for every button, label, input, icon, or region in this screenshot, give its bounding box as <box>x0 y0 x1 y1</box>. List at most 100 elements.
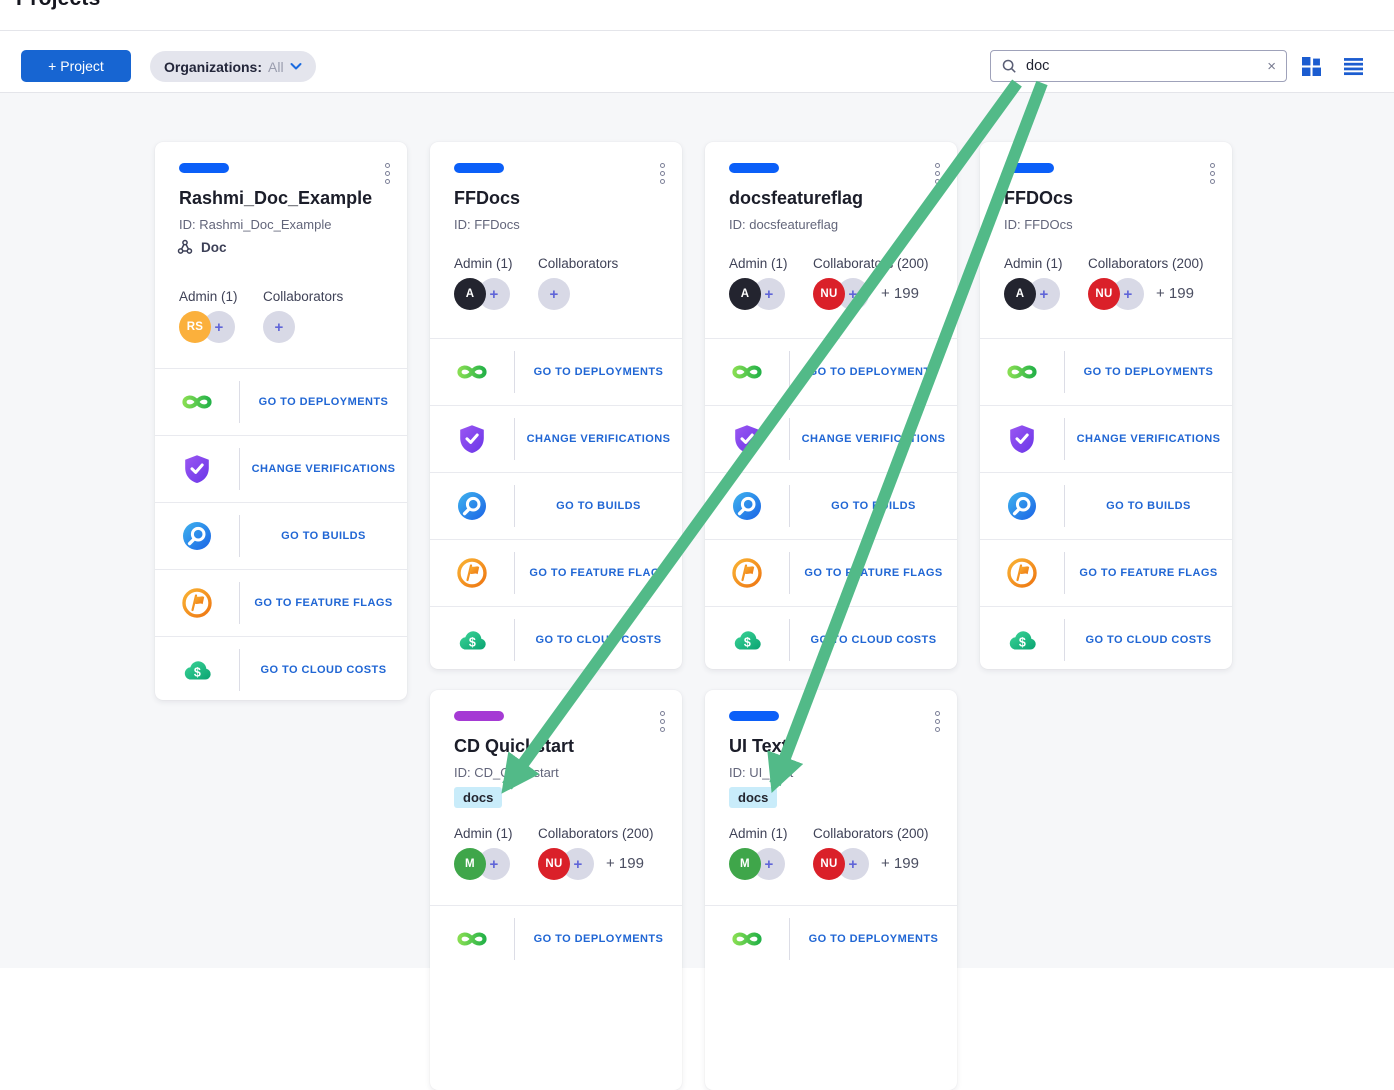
feature-flags-icon <box>455 556 489 590</box>
grid-view-icon[interactable] <box>1302 57 1321 76</box>
kebab-menu-icon[interactable] <box>933 709 942 734</box>
kebab-menu-icon[interactable] <box>658 709 667 734</box>
card-color-bar <box>1004 163 1054 173</box>
kebab-menu-icon[interactable] <box>1208 161 1217 186</box>
project-title: FFDOcs <box>1004 188 1074 208</box>
card-actions: GO TO DEPLOYMENTS CHANGE VERIFICATIONS G… <box>980 338 1232 673</box>
search-box[interactable]: × <box>990 50 1287 82</box>
go-to-builds-link[interactable]: GO TO BUILDS <box>831 500 916 512</box>
tag-label: Doc <box>201 239 227 255</box>
list-view-icon[interactable] <box>1344 57 1363 76</box>
go-to-builds-link[interactable]: GO TO BUILDS <box>556 500 641 512</box>
change-verifications-link[interactable]: CHANGE VERIFICATIONS <box>251 463 396 475</box>
ci-builds-icon <box>730 489 764 523</box>
cloud-costs-icon <box>455 623 489 657</box>
admin-avatar[interactable]: A <box>454 278 486 310</box>
project-id: ID: UI_Text <box>729 765 794 780</box>
collaborators-overflow-count: + 199 <box>881 285 919 302</box>
card-actions: GO TO DEPLOYMENTS <box>430 905 682 972</box>
go-to-feature-flags-link[interactable]: GO TO FEATURE FLAGS <box>1079 567 1218 579</box>
verification-shield-icon <box>455 422 489 456</box>
admin-avatar[interactable]: M <box>454 848 486 880</box>
collaborator-avatar[interactable]: NU <box>813 848 845 880</box>
card-color-bar <box>454 711 504 721</box>
add-collaborator-button[interactable]: + <box>562 848 594 880</box>
project-id: ID: CD_Quickstart <box>454 765 559 780</box>
ci-builds-icon <box>1005 489 1039 523</box>
go-to-cloud-costs-link[interactable]: GO TO CLOUD COSTS <box>810 634 937 646</box>
admin-avatar[interactable]: A <box>1004 278 1036 310</box>
go-to-deployments-link[interactable]: GO TO DEPLOYMENTS <box>533 366 664 378</box>
cd-deployments-icon <box>455 922 489 956</box>
admin-label: Admin (1) <box>454 256 513 271</box>
project-id: ID: FFDocs <box>454 217 520 232</box>
go-to-feature-flags-link[interactable]: GO TO FEATURE FLAGS <box>804 567 943 579</box>
project-card-ffdocs[interactable]: FFDocs ID: FFDocs Admin (1) Collaborator… <box>430 142 682 669</box>
clear-search-icon[interactable]: × <box>1267 57 1276 75</box>
change-verifications-link[interactable]: CHANGE VERIFICATIONS <box>801 433 946 445</box>
go-to-deployments-link[interactable]: GO TO DEPLOYMENTS <box>533 933 664 945</box>
card-actions: GO TO DEPLOYMENTS CHANGE VERIFICATIONS G… <box>430 338 682 673</box>
collaborators-label: Collaborators <box>538 256 619 271</box>
project-id: ID: docsfeatureflag <box>729 217 839 232</box>
search-input[interactable] <box>1024 57 1261 75</box>
feature-flags-icon <box>180 586 214 620</box>
project-card-cd-quickstart[interactable]: CD Quickstart ID: CD_Quickstart docs Adm… <box>430 690 682 1090</box>
project-card-rashmi-doc-example[interactable]: Rashmi_Doc_Example ID: Rashmi_Doc_Exampl… <box>155 142 407 700</box>
collaborators-overflow-count: + 199 <box>881 855 919 872</box>
go-to-builds-link[interactable]: GO TO BUILDS <box>281 530 366 542</box>
organizations-filter[interactable]: Organizations: All <box>150 51 316 82</box>
change-verifications-link[interactable]: CHANGE VERIFICATIONS <box>526 433 671 445</box>
cloud-costs-icon <box>1005 623 1039 657</box>
card-color-bar <box>179 163 229 173</box>
admin-label: Admin (1) <box>729 256 788 271</box>
admin-avatar[interactable]: M <box>729 848 761 880</box>
go-to-feature-flags-link[interactable]: GO TO FEATURE FLAGS <box>529 567 668 579</box>
collaborators-overflow-count: + 199 <box>1156 285 1194 302</box>
new-project-button[interactable]: + Project <box>21 50 131 82</box>
go-to-cloud-costs-link[interactable]: GO TO CLOUD COSTS <box>260 664 387 676</box>
collaborator-avatar[interactable]: NU <box>813 278 845 310</box>
kebab-menu-icon[interactable] <box>383 161 392 186</box>
kebab-menu-icon[interactable] <box>933 161 942 186</box>
collaborator-avatar[interactable]: NU <box>1088 278 1120 310</box>
kebab-menu-icon[interactable] <box>658 161 667 186</box>
organizations-filter-value: All <box>268 58 284 75</box>
verification-shield-icon <box>730 422 764 456</box>
go-to-builds-link[interactable]: GO TO BUILDS <box>1106 500 1191 512</box>
admin-avatar[interactable]: A <box>729 278 761 310</box>
project-card-docsfeatureflag[interactable]: docsfeatureflag ID: docsfeatureflag Admi… <box>705 142 957 669</box>
project-card-ffdocs2[interactable]: FFDOcs ID: FFDOcs Admin (1) Collaborator… <box>980 142 1232 669</box>
add-collaborator-button[interactable]: + <box>263 311 295 343</box>
card-actions: GO TO DEPLOYMENTS <box>705 905 957 972</box>
project-title: FFDocs <box>454 188 521 208</box>
change-verifications-link[interactable]: CHANGE VERIFICATIONS <box>1076 433 1221 445</box>
card-actions: GO TO DEPLOYMENTS CHANGE VERIFICATIONS G… <box>155 368 407 703</box>
collaborators-label: Collaborators (200) <box>813 256 929 271</box>
admin-label: Admin (1) <box>179 289 238 304</box>
go-to-deployments-link[interactable]: GO TO DEPLOYMENTS <box>258 396 389 408</box>
project-card-ui-text[interactable]: UI Text ID: UI_Text docs Admin (1) Colla… <box>705 690 957 1090</box>
page-title: Projects <box>16 0 100 11</box>
project-tag: Doc <box>177 239 227 255</box>
cloud-costs-icon <box>180 653 214 687</box>
go-to-cloud-costs-link[interactable]: GO TO CLOUD COSTS <box>1085 634 1212 646</box>
cd-deployments-icon <box>730 922 764 956</box>
card-color-bar <box>729 711 779 721</box>
feature-flags-icon <box>730 556 764 590</box>
go-to-cloud-costs-link[interactable]: GO TO CLOUD COSTS <box>535 634 662 646</box>
admin-avatar[interactable]: RS <box>179 311 211 343</box>
verification-shield-icon <box>180 452 214 486</box>
toolbar: + Project Organizations: All × <box>0 31 1394 92</box>
project-id: ID: FFDOcs <box>1004 217 1073 232</box>
collaborator-avatar[interactable]: NU <box>538 848 570 880</box>
go-to-deployments-link[interactable]: GO TO DEPLOYMENTS <box>808 366 939 378</box>
go-to-feature-flags-link[interactable]: GO TO FEATURE FLAGS <box>254 597 393 609</box>
go-to-deployments-link[interactable]: GO TO DEPLOYMENTS <box>808 933 939 945</box>
add-collaborator-button[interactable]: + <box>538 278 570 310</box>
feature-flags-icon <box>1005 556 1039 590</box>
tags-icon <box>177 239 193 255</box>
go-to-deployments-link[interactable]: GO TO DEPLOYMENTS <box>1083 366 1214 378</box>
project-title: CD Quickstart <box>454 736 575 756</box>
collaborators-label: Collaborators (200) <box>538 826 654 841</box>
